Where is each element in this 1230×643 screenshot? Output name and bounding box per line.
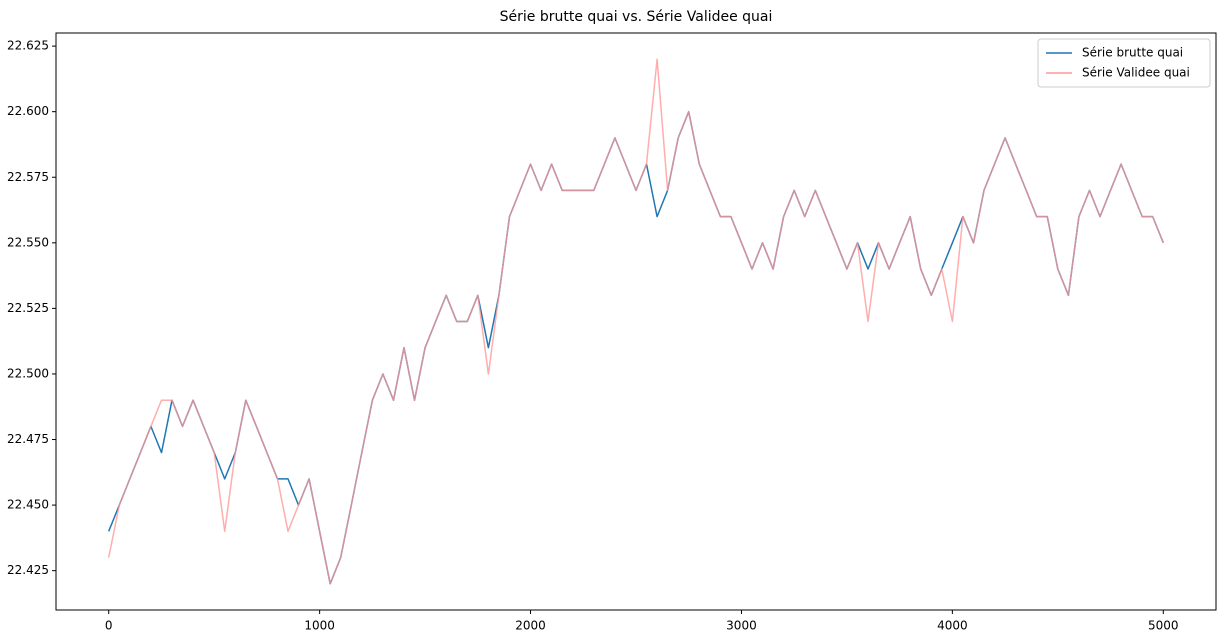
y-tick-label: 22.525 — [7, 301, 49, 315]
legend-label: Série Validee quai — [1082, 66, 1190, 80]
x-tick-label: 4000 — [937, 619, 968, 633]
y-tick-label: 22.625 — [7, 39, 49, 53]
series-line — [108, 110, 1164, 585]
x-tick-label: 3000 — [726, 619, 757, 633]
x-tick-label: 2000 — [515, 619, 546, 633]
x-tick-label: 5000 — [1148, 619, 1179, 633]
y-tick-label: 22.550 — [7, 235, 49, 249]
legend: Série brutte quai Série Validee quai — [1037, 38, 1211, 88]
y-tick-label: 22.600 — [7, 104, 49, 118]
x-tick-label: 0 — [105, 619, 113, 633]
y-tick-label: 22.425 — [7, 563, 49, 577]
plot-frame — [55, 32, 1217, 611]
y-tick-label: 22.475 — [7, 432, 49, 446]
legend-box — [1037, 38, 1211, 88]
x-tick-label: 1000 — [304, 619, 335, 633]
y-tick-label: 22.575 — [7, 170, 49, 184]
chart-title: Série brutte quai vs. Série Validee quai — [500, 9, 773, 25]
legend-label: Série brutte quai — [1082, 46, 1183, 60]
y-tick-label: 22.500 — [7, 366, 49, 380]
y-tick-label: 22.450 — [7, 498, 49, 512]
series-line — [107, 58, 1164, 585]
